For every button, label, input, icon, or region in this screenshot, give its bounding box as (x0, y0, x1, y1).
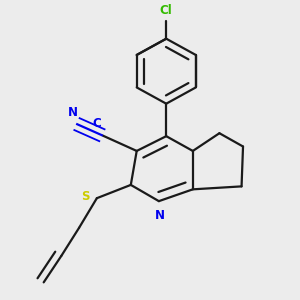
Text: Cl: Cl (160, 4, 172, 16)
Text: N: N (155, 208, 165, 221)
Text: C: C (92, 117, 101, 130)
Text: S: S (81, 190, 89, 203)
Text: N: N (68, 106, 78, 119)
